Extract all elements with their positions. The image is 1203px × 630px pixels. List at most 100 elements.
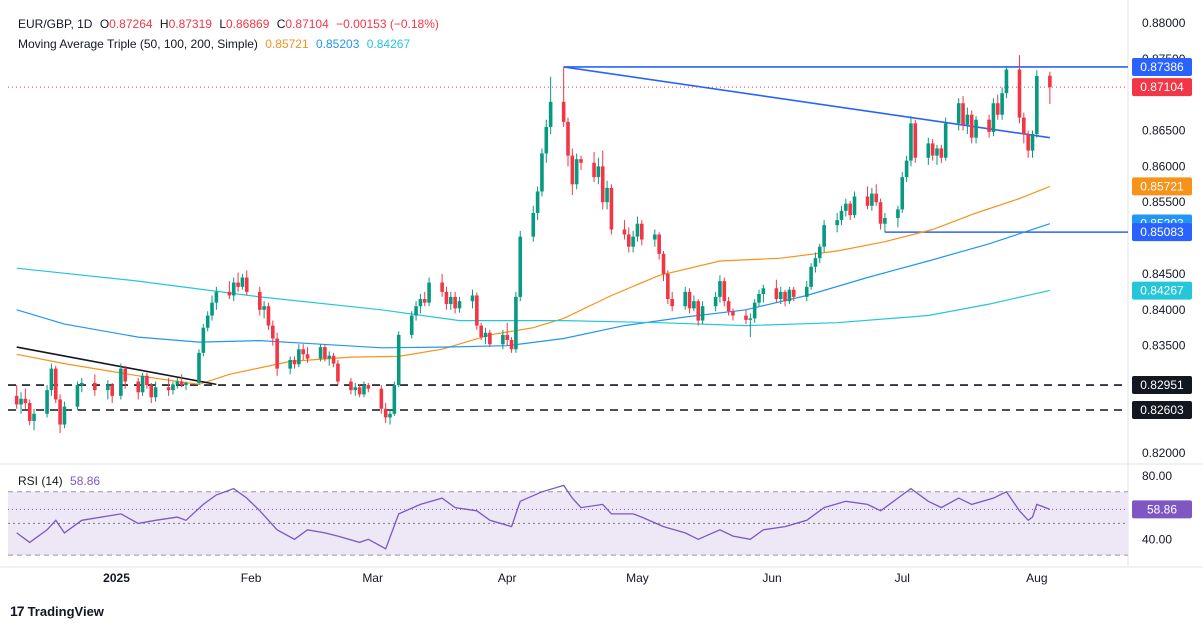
candle	[865, 186, 870, 210]
candle	[214, 286, 219, 310]
candle-body	[288, 360, 292, 369]
candle	[653, 229, 657, 247]
candle	[58, 394, 62, 434]
candle-body	[1030, 134, 1035, 151]
candle	[548, 76, 553, 135]
tradingview-logo-text: TradingView	[27, 603, 104, 619]
candle	[262, 301, 266, 319]
candle	[440, 273, 444, 297]
candle-body	[622, 229, 627, 235]
candle	[45, 385, 49, 418]
candle	[409, 311, 414, 339]
candle	[600, 150, 605, 210]
candle	[318, 344, 323, 362]
candles-group	[14, 55, 1052, 434]
candle	[896, 205, 900, 228]
candle-body	[900, 177, 905, 210]
candle	[904, 155, 909, 183]
candle	[1017, 55, 1022, 124]
candle-body	[822, 225, 826, 247]
candle-body	[870, 193, 874, 206]
candle-body	[696, 301, 701, 321]
candle	[331, 352, 336, 368]
tradingview-logo-icon: 17	[10, 603, 25, 619]
candle-body	[609, 187, 614, 230]
candle	[969, 110, 974, 144]
candle	[392, 381, 397, 416]
candle	[1030, 130, 1035, 158]
open-label: O	[99, 17, 110, 31]
candle	[666, 270, 670, 305]
candle-body	[839, 210, 844, 221]
candle	[626, 227, 631, 253]
candle-body	[813, 258, 818, 267]
candle-body	[349, 381, 353, 391]
candle-body	[49, 368, 54, 391]
candle	[106, 380, 110, 400]
candle-body	[197, 352, 201, 383]
candle-body	[943, 123, 948, 158]
candle	[349, 377, 353, 395]
candle-body	[791, 289, 796, 297]
candle-body	[388, 413, 392, 418]
candle-body	[53, 368, 58, 400]
candle-body	[119, 368, 123, 396]
candle	[275, 332, 279, 376]
candle-body	[930, 143, 935, 156]
candle-body	[570, 155, 575, 185]
candle-body	[913, 123, 918, 158]
candle-body	[257, 291, 262, 310]
candle	[596, 157, 601, 185]
tradingview-logo[interactable]: 17 TradingView	[10, 603, 104, 619]
candle-body	[396, 334, 401, 386]
candle-body	[574, 159, 579, 185]
candle-body	[123, 368, 128, 382]
candle	[470, 289, 475, 309]
candle	[935, 144, 939, 165]
candle	[726, 296, 731, 316]
ma100-value: 0.85203	[316, 37, 360, 51]
candle-body	[19, 398, 23, 405]
candle-body	[835, 220, 839, 226]
candle-body	[145, 375, 149, 386]
candle	[505, 322, 510, 346]
candle	[149, 382, 154, 404]
candle	[965, 107, 970, 135]
candle-body	[1026, 134, 1030, 151]
candle-body	[479, 325, 483, 338]
candle-body	[778, 291, 783, 300]
candle	[1035, 70, 1039, 138]
candle-body	[631, 236, 635, 247]
candle	[544, 119, 549, 163]
candle	[53, 365, 58, 404]
candle	[236, 272, 240, 292]
candle-body	[27, 403, 32, 421]
candle-body	[926, 143, 931, 158]
price-label-badge	[1132, 223, 1192, 242]
candle	[501, 329, 505, 350]
candle	[357, 384, 362, 398]
candle	[804, 281, 809, 302]
open-value: 0.87264	[109, 17, 153, 31]
candle-body	[205, 315, 210, 328]
candle-body	[327, 355, 332, 359]
candle-body	[357, 387, 362, 395]
candle	[991, 98, 996, 137]
candle-body	[661, 253, 666, 274]
price-label-badge	[1132, 281, 1192, 300]
candle	[570, 148, 575, 196]
ma200-value: 0.84267	[366, 37, 411, 51]
candle-body	[106, 385, 110, 391]
candle	[1022, 112, 1026, 144]
candle	[14, 385, 19, 409]
ma200-line	[16, 267, 1051, 327]
candle	[136, 377, 141, 400]
candle	[722, 277, 727, 307]
candle	[153, 381, 158, 402]
candle-body	[974, 119, 978, 138]
candle-body	[713, 296, 718, 307]
candle	[692, 295, 696, 312]
x-tick-label: Apr	[498, 571, 517, 585]
candle-body	[531, 212, 536, 237]
